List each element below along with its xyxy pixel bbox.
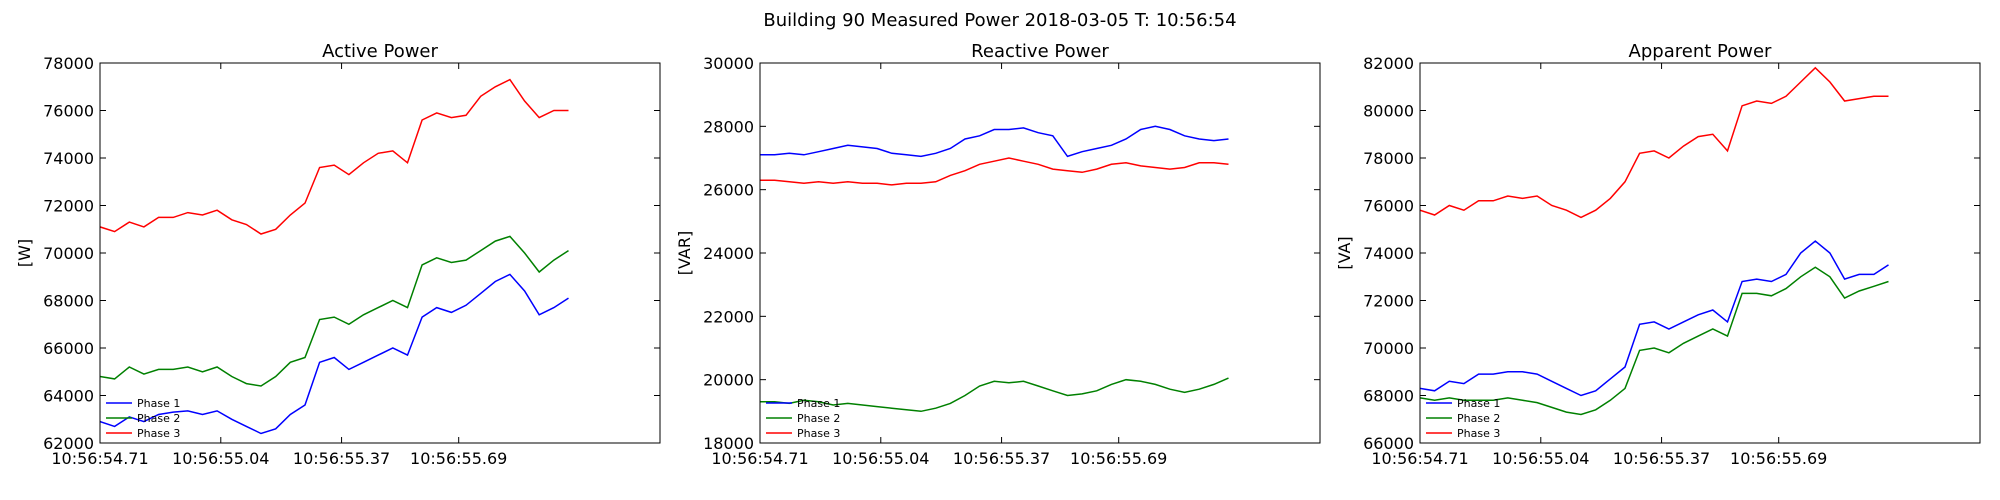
y-tick-label: 24000 xyxy=(703,244,754,263)
series-line-phase-3 xyxy=(1420,66,1889,219)
y-axis-label: [VAR] xyxy=(675,231,694,275)
y-tick-label: 26000 xyxy=(703,181,754,200)
x-tick-label: 10:56:55.37 xyxy=(1613,449,1710,468)
y-tick-label: 66000 xyxy=(43,339,94,358)
x-tick-label: 10:56:54.71 xyxy=(711,449,808,468)
legend-label: Phase 1 xyxy=(797,397,840,410)
legend-label: Phase 1 xyxy=(1457,397,1500,410)
y-tick-label: 62000 xyxy=(43,434,94,453)
legend-label: Phase 2 xyxy=(1457,412,1500,425)
series-line-phase-3 xyxy=(760,157,1229,186)
y-axis-label: [W] xyxy=(15,239,34,267)
chart-panel-3: Apparent Power [VA] 66000 68000 70000 72000 74… xyxy=(1335,41,1981,468)
y-tick-label: 22000 xyxy=(703,307,754,326)
y-tick-label: 74000 xyxy=(43,149,94,168)
legend-label: Phase 2 xyxy=(797,412,840,425)
series-line-phase-1 xyxy=(1420,240,1889,397)
y-tick-label: 74000 xyxy=(1363,244,1414,263)
y-tick-label: 78000 xyxy=(43,54,94,73)
plot-frame xyxy=(1419,62,1981,444)
y-tick-label: 68000 xyxy=(43,292,94,311)
y-tick-label: 72000 xyxy=(1363,292,1414,311)
y-tick-label: 70000 xyxy=(43,244,94,263)
plot-frame xyxy=(99,62,661,444)
legend: Phase 1 Phase 2 Phase 3 xyxy=(766,397,840,440)
x-tick-label: 10:56:55.37 xyxy=(293,449,390,468)
x-tick-label: 10:56:55.04 xyxy=(1492,449,1589,468)
series-line-phase-2 xyxy=(100,235,569,387)
y-tick-label: 70000 xyxy=(1363,339,1414,358)
chart-panel-1: Active Power [W] 62000 64000 66000 68000 70000… xyxy=(15,41,661,468)
chart-panel-2: Reactive Power [VAR] 18000 20000 22000 24000 2… xyxy=(675,41,1321,468)
x-tick-label: 10:56:55.37 xyxy=(953,449,1050,468)
legend-label: Phase 3 xyxy=(137,427,180,440)
legend: Phase 1 Phase 2 Phase 3 xyxy=(1426,397,1500,440)
y-tick-label: 76000 xyxy=(1363,197,1414,216)
chart-title: Reactive Power xyxy=(971,41,1109,62)
series-line-phase-2 xyxy=(760,377,1229,413)
legend-label: Phase 3 xyxy=(1457,427,1500,440)
x-tick-label: 10:56:54.71 xyxy=(51,449,148,468)
y-tick-label: 72000 xyxy=(43,197,94,216)
legend-label: Phase 1 xyxy=(137,397,180,410)
x-tick-label: 10:56:55.69 xyxy=(1070,449,1167,468)
y-tick-label: 28000 xyxy=(703,117,754,136)
x-tick-label: 10:56:55.69 xyxy=(410,449,507,468)
y-tick-label: 76000 xyxy=(43,102,94,121)
y-tick-label: 20000 xyxy=(703,371,754,390)
series-line-phase-2 xyxy=(1420,266,1889,416)
y-tick-label: 66000 xyxy=(1363,434,1414,453)
series-line-phase-1 xyxy=(100,273,569,435)
y-tick-label: 78000 xyxy=(1363,149,1414,168)
figure-title: Building 90 Measured Power 2018-03-05 T:… xyxy=(763,10,1236,31)
y-tick-label: 18000 xyxy=(703,434,754,453)
legend-label: Phase 3 xyxy=(797,427,840,440)
legend: Phase 1 Phase 2 Phase 3 xyxy=(106,397,180,440)
y-tick-label: 68000 xyxy=(1363,387,1414,406)
x-tick-label: 10:56:54.71 xyxy=(1371,449,1468,468)
y-tick-label: 30000 xyxy=(703,54,754,73)
series-line-phase-1 xyxy=(760,125,1229,158)
legend-label: Phase 2 xyxy=(137,412,180,425)
x-tick-label: 10:56:55.69 xyxy=(1730,449,1827,468)
chart-title: Active Power xyxy=(322,41,438,62)
y-tick-label: 82000 xyxy=(1363,54,1414,73)
x-tick-label: 10:56:55.04 xyxy=(832,449,929,468)
y-axis-label: [VA] xyxy=(1335,236,1354,269)
y-tick-label: 80000 xyxy=(1363,102,1414,121)
y-tick-label: 64000 xyxy=(43,387,94,406)
chart-title: Apparent Power xyxy=(1629,41,1772,62)
series-line-phase-3 xyxy=(100,78,569,235)
x-tick-label: 10:56:55.04 xyxy=(172,449,269,468)
